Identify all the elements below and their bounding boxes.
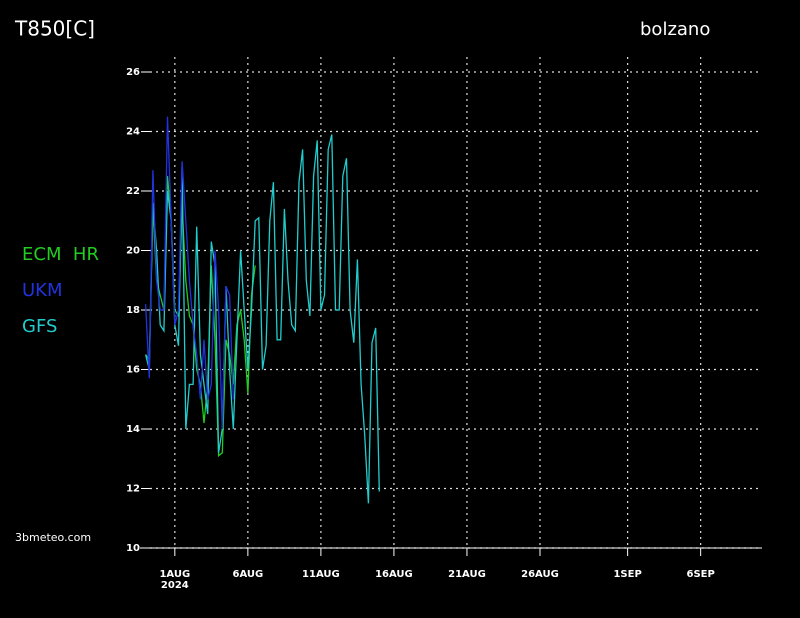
y-tick-label: 22 bbox=[126, 186, 140, 197]
y-tick-label: 20 bbox=[126, 246, 140, 257]
y-tick-label: 10 bbox=[126, 543, 140, 554]
series-line bbox=[144, 116, 234, 430]
chart-title: T850[C] bbox=[14, 17, 95, 41]
x-tick-label: 6SEP bbox=[686, 569, 714, 580]
location: bolzano bbox=[640, 19, 710, 40]
y-tick-label: 12 bbox=[126, 484, 140, 495]
y-tick-label: 24 bbox=[126, 127, 140, 138]
series-line bbox=[144, 134, 380, 504]
legend-entry: GFS bbox=[22, 316, 57, 337]
series-line bbox=[145, 176, 256, 458]
x-tick-label: 11AUG bbox=[302, 569, 340, 580]
y-tick-label: 26 bbox=[126, 67, 140, 78]
y-tick-label: 18 bbox=[126, 305, 140, 316]
legend-entry: UKM bbox=[22, 280, 63, 301]
source: 3bmeteo.com bbox=[15, 531, 91, 544]
x-tick-label: 21AUG bbox=[448, 569, 486, 580]
y-tick-label: 14 bbox=[126, 424, 140, 435]
x-tick-label: 16AUG bbox=[375, 569, 413, 580]
y-tick-label: 16 bbox=[126, 365, 140, 376]
legend-entry: ECM HR bbox=[22, 244, 99, 265]
x-tick-label: 1AUG bbox=[159, 569, 190, 580]
x-year-label: 2024 bbox=[161, 580, 189, 591]
x-tick-label: 26AUG bbox=[521, 569, 559, 580]
x-tick-label: 6AUG bbox=[233, 569, 264, 580]
x-tick-label: 1SEP bbox=[613, 569, 641, 580]
